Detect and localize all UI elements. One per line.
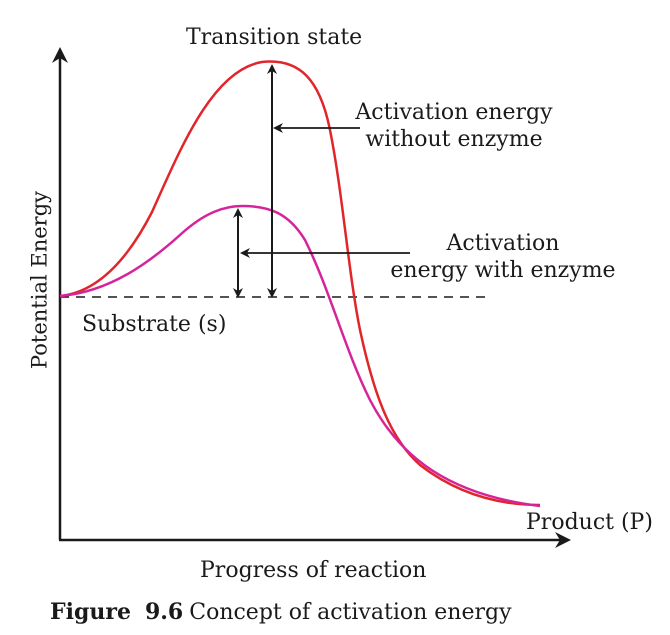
product-label: Product (P) [526, 510, 653, 535]
y-axis-label: Potential Energy [27, 190, 52, 370]
activation-without-line-2: without enzyme [365, 127, 543, 152]
transition-state-label: Transition state [186, 25, 363, 50]
activation-with-line-2: energy with enzyme [390, 258, 616, 283]
x-axis-label: Progress of reaction [200, 558, 427, 583]
activation-without-enzyme-label: Activation energy without enzyme [332, 99, 576, 153]
caption-figure-label: Figure [50, 599, 131, 625]
curve-with-enzyme [59, 204, 541, 508]
curve-without-enzyme [59, 60, 541, 507]
activation-without-line-1: Activation energy [355, 100, 553, 125]
figure-caption: Figure 9.6 Concept of activation energy [50, 599, 512, 625]
caption-text: Concept of activation energy [189, 600, 512, 625]
caption-figure-number: 9.6 [144, 599, 184, 625]
substrate-label: Substrate (s) [82, 312, 227, 337]
activation-with-enzyme-label: Activation energy with enzyme [372, 230, 634, 284]
activation-with-line-1: Activation [446, 231, 560, 256]
